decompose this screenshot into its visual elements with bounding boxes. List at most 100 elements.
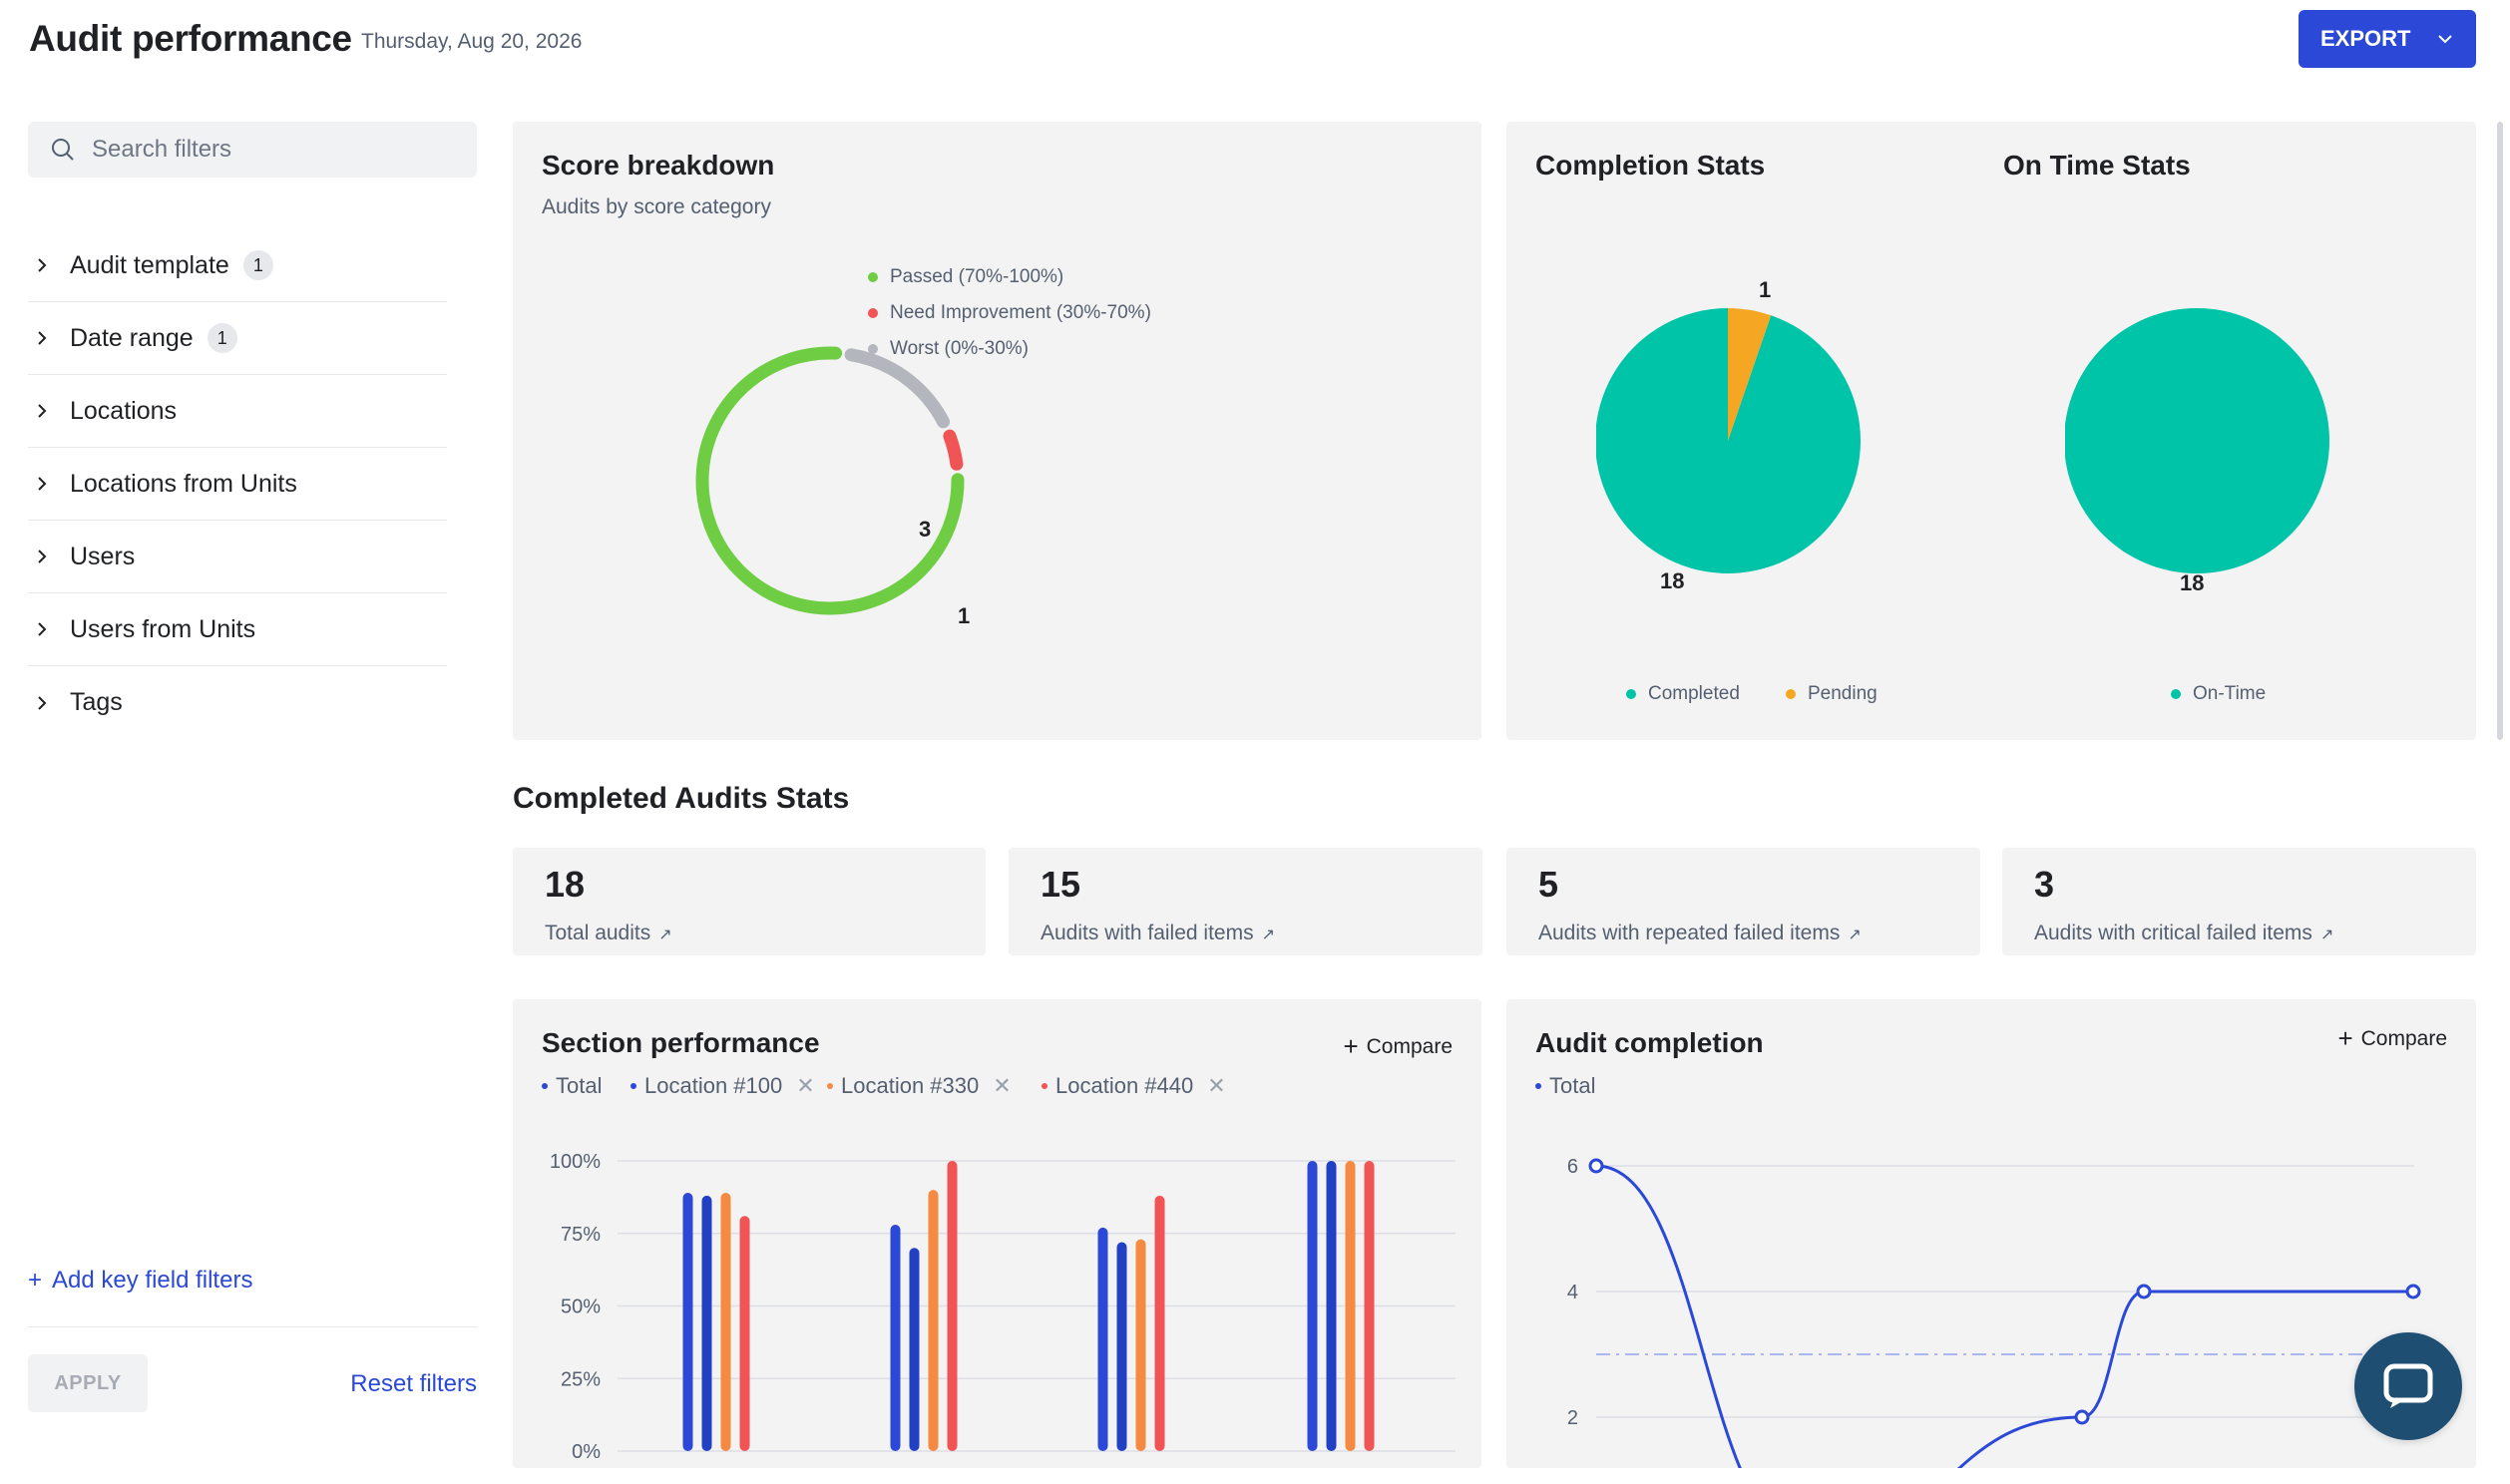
stat-label-text: Audits with failed items bbox=[1041, 922, 1254, 944]
filter-label: Date range bbox=[70, 323, 194, 352]
donut-label-worst: 3 bbox=[919, 517, 931, 542]
stat-card[interactable]: 18 Total audits ↗ bbox=[513, 848, 986, 955]
filter-item[interactable]: Users bbox=[28, 521, 447, 593]
plus-icon: + bbox=[2337, 1023, 2353, 1053]
search-box[interactable] bbox=[28, 122, 477, 178]
bar[interactable] bbox=[1345, 1161, 1356, 1451]
bar[interactable] bbox=[890, 1225, 901, 1451]
filter-item[interactable]: Locations bbox=[28, 375, 447, 448]
compare-label: Compare bbox=[2360, 1026, 2447, 1050]
compare-label: Compare bbox=[1366, 1034, 1453, 1058]
reset-filters-link[interactable]: Reset filters bbox=[350, 1370, 477, 1397]
export-label: EXPORT bbox=[2320, 26, 2411, 51]
completed-audits-stats-title: Completed Audits Stats bbox=[513, 782, 850, 815]
series-legend-item[interactable]: Location #100 ✕ bbox=[630, 1073, 815, 1099]
stat-label: Total audits ↗ bbox=[545, 922, 672, 945]
bar[interactable] bbox=[909, 1248, 920, 1451]
series-legend-item[interactable]: Location #440 ✕ bbox=[1042, 1073, 1226, 1099]
stat-card[interactable]: 15 Audits with failed items ↗ bbox=[1009, 848, 1482, 955]
bar[interactable] bbox=[1307, 1161, 1318, 1451]
filter-count-badge: 1 bbox=[242, 250, 273, 280]
legend-dot bbox=[868, 344, 878, 354]
legend-label: Worst (0%-30%) bbox=[890, 338, 1030, 359]
series-legend-total: Total bbox=[1535, 1073, 1595, 1099]
y-tick-label: 6 bbox=[1567, 1156, 1578, 1178]
section-performance-title: Section performance bbox=[542, 1027, 820, 1058]
external-link-icon: ↗ bbox=[2319, 927, 2334, 943]
bar[interactable] bbox=[720, 1193, 731, 1451]
add-key-label: Add key field filters bbox=[52, 1267, 253, 1294]
search-icon bbox=[52, 139, 74, 161]
chevron-right-icon bbox=[38, 331, 47, 345]
bar[interactable] bbox=[739, 1216, 750, 1451]
pie-label-on-time: 18 bbox=[2180, 570, 2204, 595]
completion-stats-card: Completion Stats On Time Stats 1 18 18 C… bbox=[1506, 122, 2476, 740]
bar[interactable] bbox=[928, 1190, 939, 1451]
legend-dot bbox=[1626, 689, 1636, 699]
close-icon[interactable]: ✕ bbox=[993, 1073, 1012, 1098]
bar[interactable] bbox=[1364, 1161, 1375, 1451]
legend-label: Location #330 bbox=[841, 1073, 980, 1098]
bar[interactable] bbox=[1154, 1195, 1165, 1451]
bar[interactable] bbox=[1116, 1242, 1127, 1451]
audit-completion-card: Audit completion + Compare Total 6 4 2 bbox=[1506, 999, 2476, 1468]
bar[interactable] bbox=[947, 1161, 958, 1451]
on-time-stats-title: On Time Stats bbox=[2003, 150, 2191, 181]
data-point[interactable] bbox=[2136, 1284, 2152, 1299]
stat-card[interactable]: 5 Audits with repeated failed items ↗ bbox=[1506, 848, 1980, 955]
filter-item[interactable]: Tags bbox=[28, 666, 447, 739]
chevron-down-icon bbox=[2438, 35, 2452, 44]
close-icon[interactable]: ✕ bbox=[796, 1073, 815, 1098]
legend-dot bbox=[1042, 1083, 1047, 1089]
stat-label: Audits with repeated failed items ↗ bbox=[1538, 922, 1862, 945]
pie-label-pending: 1 bbox=[1759, 277, 1771, 302]
filter-item[interactable]: Users from Units bbox=[28, 593, 447, 666]
stat-label-text: Total audits bbox=[545, 922, 651, 944]
y-tick-label: 4 bbox=[1567, 1282, 1578, 1303]
compare-button[interactable]: + Compare bbox=[2337, 1023, 2447, 1054]
completion-pie-chart: 1 18 bbox=[1596, 277, 1861, 593]
stat-value: 15 bbox=[1041, 864, 1081, 905]
chevron-right-icon bbox=[38, 477, 47, 491]
external-link-icon: ↗ bbox=[658, 927, 672, 943]
series-line bbox=[1595, 1164, 2413, 1468]
page-title: Audit performance bbox=[29, 18, 352, 59]
data-point[interactable] bbox=[1588, 1158, 1604, 1174]
stat-label-text: Audits with repeated failed items bbox=[1538, 922, 1841, 944]
bar[interactable] bbox=[1326, 1161, 1337, 1451]
filter-item[interactable]: Date range 1 bbox=[28, 302, 447, 375]
on-time-pie-chart: 18 bbox=[2065, 308, 2329, 595]
series-legend-item[interactable]: Total bbox=[542, 1073, 602, 1099]
filter-item[interactable]: Audit template 1 bbox=[28, 229, 447, 302]
chat-support-button[interactable] bbox=[2354, 1332, 2462, 1440]
pie-label-completed: 18 bbox=[1660, 568, 1684, 593]
data-point[interactable] bbox=[2074, 1409, 2090, 1425]
stat-value: 5 bbox=[1538, 864, 1559, 905]
filter-item[interactable]: Locations from Units bbox=[28, 448, 447, 521]
plus-icon: + bbox=[28, 1267, 43, 1294]
data-point[interactable] bbox=[2405, 1284, 2421, 1299]
audit-completion-title: Audit completion bbox=[1535, 1027, 1764, 1058]
apply-button[interactable]: APPLY bbox=[28, 1354, 148, 1412]
bar[interactable] bbox=[1135, 1239, 1146, 1451]
divider bbox=[28, 1326, 477, 1327]
search-input[interactable] bbox=[92, 134, 451, 166]
series-legend-item[interactable]: Location #330 ✕ bbox=[827, 1073, 1012, 1099]
donut-slice-worst bbox=[844, 348, 951, 429]
score-legend-item: Worst (0%-30%) bbox=[868, 338, 1029, 360]
bar[interactable] bbox=[682, 1193, 693, 1451]
legend-on-time: On-Time bbox=[2171, 683, 2266, 705]
score-legend-item: Passed (70%-100%) bbox=[868, 266, 1063, 288]
export-button[interactable]: EXPORT bbox=[2299, 10, 2476, 68]
stat-label: Audits with critical failed items ↗ bbox=[2034, 922, 2333, 945]
close-icon[interactable]: ✕ bbox=[1207, 1073, 1226, 1098]
stat-card[interactable]: 3 Audits with critical failed items ↗ bbox=[2002, 848, 2476, 955]
scrollbar[interactable] bbox=[2497, 122, 2503, 740]
compare-button[interactable]: + Compare bbox=[1343, 1031, 1453, 1062]
legend-dot bbox=[827, 1083, 833, 1089]
score-breakdown-card: Score breakdown Audits by score category… bbox=[513, 122, 1481, 740]
add-key-field-filters-link[interactable]: + Add key field filters bbox=[28, 1267, 252, 1295]
bar[interactable] bbox=[701, 1195, 712, 1451]
legend-dot bbox=[1535, 1083, 1541, 1089]
bar[interactable] bbox=[1097, 1227, 1108, 1451]
